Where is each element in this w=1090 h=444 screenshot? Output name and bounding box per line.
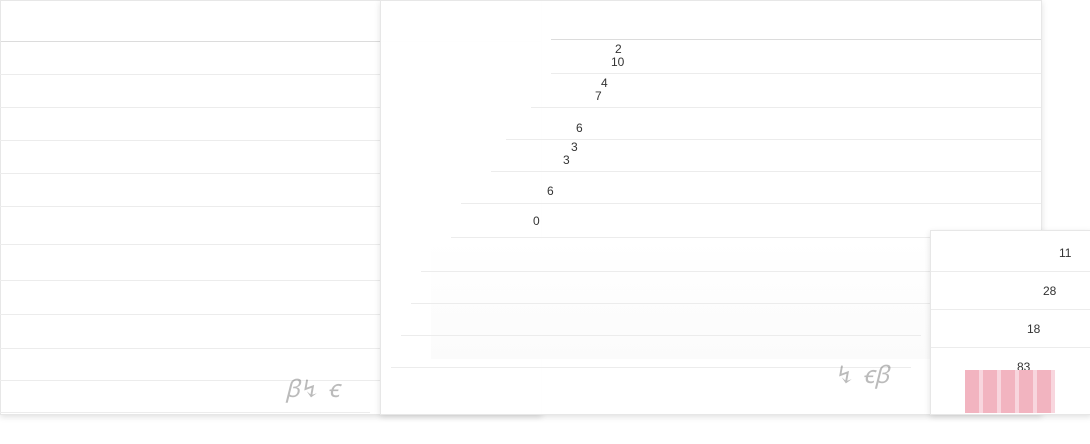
cell-count-sub: 3 xyxy=(563,154,570,166)
row-value: 11 xyxy=(1059,247,1072,259)
cell-count: 4 xyxy=(601,77,608,89)
row-value: 28 xyxy=(1043,285,1057,297)
watermark-logo: ↯ ꞓꞵ xyxy=(835,361,890,389)
table-row: 6 xyxy=(506,107,1041,140)
table-row: 0 xyxy=(451,205,991,238)
table-row xyxy=(0,42,540,75)
table-row xyxy=(421,239,941,272)
row-value: 18 xyxy=(1027,323,1041,335)
table-row: 3 3 xyxy=(491,139,1041,172)
table-row xyxy=(0,141,480,174)
table-row xyxy=(381,367,901,399)
table-row xyxy=(401,303,921,336)
cell-count: 2 xyxy=(615,43,622,55)
table-row xyxy=(0,108,500,141)
table-row xyxy=(0,174,460,207)
table-row: 28 xyxy=(931,273,1090,310)
table-row: 11 xyxy=(931,235,1090,272)
cell-count-sub: 6 xyxy=(576,122,583,134)
cell-count-sub: 10 xyxy=(611,56,625,68)
table-row xyxy=(0,248,420,281)
table-row xyxy=(0,316,390,349)
accent-strip xyxy=(965,370,1055,413)
cell-count: 3 xyxy=(571,141,578,153)
table-row: 18 xyxy=(931,311,1090,348)
table-row xyxy=(0,348,380,381)
watermark-logo: ꞵ↯ ꞓ xyxy=(285,375,340,403)
table-row xyxy=(0,75,520,108)
cell-count-sub: 0 xyxy=(533,215,540,227)
cell-count-sub: 6 xyxy=(547,185,554,197)
table-row xyxy=(0,212,440,245)
table-row xyxy=(411,271,931,304)
table-row xyxy=(0,282,400,315)
table-row: 6 xyxy=(461,171,1041,204)
table-row: 4 7 xyxy=(531,75,1041,108)
table-row: 2 10 xyxy=(551,41,1041,74)
cell-count-sub: 7 xyxy=(595,90,602,102)
table-row xyxy=(0,412,360,444)
table-row xyxy=(391,335,911,368)
